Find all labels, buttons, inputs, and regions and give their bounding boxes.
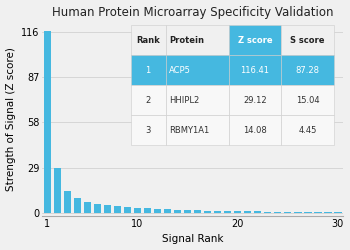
Text: Protein: Protein <box>169 36 204 45</box>
Bar <box>229 26 281 56</box>
Bar <box>43 31 51 213</box>
Bar <box>74 198 81 213</box>
Bar <box>281 26 334 56</box>
Text: 116.41: 116.41 <box>240 66 270 75</box>
Bar <box>93 204 101 213</box>
Bar <box>281 56 334 86</box>
Bar <box>214 211 221 213</box>
Bar <box>166 116 229 146</box>
Text: S score: S score <box>290 36 325 45</box>
Text: Rank: Rank <box>136 36 160 45</box>
Title: Human Protein Microarray Specificity Validation: Human Protein Microarray Specificity Val… <box>52 6 333 18</box>
Text: 3: 3 <box>146 126 151 135</box>
Bar <box>229 86 281 116</box>
Bar <box>131 116 166 146</box>
Text: 29.12: 29.12 <box>243 96 267 105</box>
Bar <box>104 205 111 213</box>
Bar <box>194 210 201 213</box>
Y-axis label: Strength of Signal (Z score): Strength of Signal (Z score) <box>6 47 15 191</box>
Bar <box>54 168 61 213</box>
Bar <box>131 26 166 56</box>
Bar <box>229 56 281 86</box>
Bar <box>224 211 231 213</box>
X-axis label: Signal Rank: Signal Rank <box>162 234 223 244</box>
Bar <box>174 210 181 213</box>
Bar <box>84 202 91 213</box>
Text: 87.28: 87.28 <box>295 66 320 75</box>
Bar <box>164 210 171 213</box>
Bar <box>154 209 161 213</box>
Bar <box>274 212 281 213</box>
Bar <box>144 208 151 213</box>
Bar <box>134 208 141 213</box>
Bar <box>166 56 229 86</box>
Bar <box>131 86 166 116</box>
Bar <box>166 86 229 116</box>
Text: 14.08: 14.08 <box>243 126 267 135</box>
Bar <box>324 212 331 213</box>
Bar <box>264 212 272 213</box>
Bar <box>184 210 191 213</box>
Bar <box>281 86 334 116</box>
Text: RBMY1A1: RBMY1A1 <box>169 126 209 135</box>
Text: Z score: Z score <box>238 36 272 45</box>
Text: HHIPL2: HHIPL2 <box>169 96 199 105</box>
Bar <box>254 212 261 213</box>
Bar <box>281 116 334 146</box>
Bar <box>234 211 241 213</box>
Text: 1: 1 <box>146 66 151 75</box>
Bar <box>64 191 71 213</box>
Text: 4.45: 4.45 <box>298 126 317 135</box>
Text: 2: 2 <box>146 96 151 105</box>
Bar <box>131 56 166 86</box>
Text: 15.04: 15.04 <box>296 96 319 105</box>
Bar <box>284 212 292 213</box>
Bar <box>294 212 301 213</box>
Bar <box>229 116 281 146</box>
Bar <box>124 207 131 213</box>
Bar <box>244 211 251 213</box>
Bar <box>114 206 121 213</box>
Bar <box>314 212 322 213</box>
Bar <box>334 212 342 213</box>
Bar <box>166 26 229 56</box>
Bar <box>304 212 312 213</box>
Bar <box>204 210 211 213</box>
Text: ACP5: ACP5 <box>169 66 191 75</box>
